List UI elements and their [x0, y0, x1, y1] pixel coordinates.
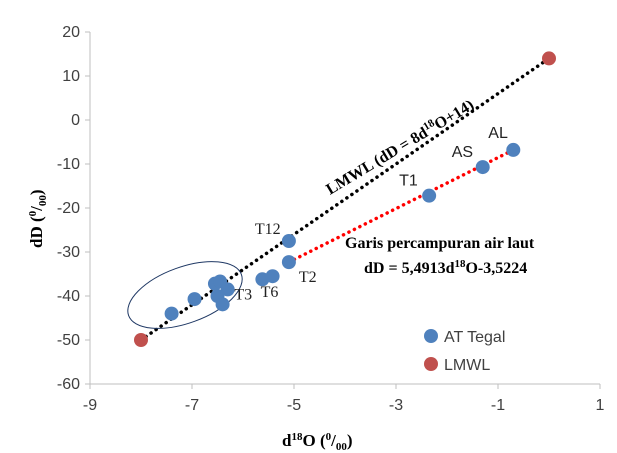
point-label: T3 — [234, 286, 252, 303]
xlabel-main: d — [282, 431, 292, 450]
point-label: AL — [488, 125, 508, 142]
y-tick-label: 0 — [71, 112, 80, 129]
point-label: AS — [452, 144, 473, 161]
axis-ticks: -60 -50 -40 -30 -20 -10 0 10 20 -9 -7 -5 -3 -1 1 — [57, 24, 605, 414]
y-tick-label: -30 — [57, 244, 80, 261]
data-point — [506, 142, 521, 157]
lmwl-eq-post: O+14) — [432, 97, 478, 134]
ylabel-slash: / — [27, 206, 46, 212]
xlabel-slash: / — [330, 431, 336, 450]
legend-label-lmwl: LMWL — [444, 357, 490, 374]
ylabel-unit-sub: 00 — [37, 195, 49, 207]
x-tick-label: -1 — [491, 397, 505, 414]
y-tick-label: -60 — [57, 376, 80, 393]
data-point — [475, 160, 490, 175]
x-tick-label: 1 — [596, 397, 605, 414]
mixing-eq-post: O-3,5224 — [465, 260, 527, 277]
data-point — [220, 282, 235, 297]
lmwl-line — [139, 56, 551, 342]
cluster-ellipse — [127, 261, 243, 329]
data-points — [134, 51, 556, 347]
ylabel-main: dD ( — [27, 216, 46, 248]
x-tick-label: -7 — [185, 397, 199, 414]
point-label: T6 — [261, 284, 279, 301]
mixing-line-title: Garis percampuran air laut — [345, 235, 535, 252]
y-tick-label: 20 — [62, 24, 80, 41]
legend-marker-lmwl — [424, 357, 438, 371]
y-tick-label: -20 — [57, 200, 80, 217]
data-point — [542, 51, 556, 66]
xlabel-tail: O ( — [302, 431, 325, 450]
x-tick-label: -5 — [287, 397, 301, 414]
xlabel-unit-sub: 00 — [336, 441, 348, 453]
data-point — [265, 269, 280, 284]
mixing-eq-sup: 18 — [454, 258, 466, 270]
data-point — [422, 188, 437, 203]
x-tick-label: -3 — [389, 397, 403, 414]
xlabel-sup: 18 — [291, 431, 303, 443]
ylabel-unit-sup: 0 — [27, 210, 39, 216]
ylabel-close: ) — [27, 189, 46, 195]
point-label: T2 — [299, 269, 317, 286]
data-point — [164, 306, 179, 321]
xlabel-close: ) — [347, 431, 353, 450]
x-tick-label: -9 — [83, 397, 97, 414]
point-label: T1 — [399, 173, 418, 190]
mixing-line-equation: dD = 5,4913d18O-3,5224 — [364, 258, 527, 277]
y-tick-label: 10 — [62, 68, 80, 85]
data-point — [215, 297, 230, 312]
x-axis-title: d18O (0/00) — [282, 431, 353, 453]
data-point — [281, 234, 296, 248]
legend-marker-at-tegal — [424, 329, 438, 343]
point-label: T12 — [255, 221, 281, 238]
legend-label-at-tegal: AT Tegal — [444, 329, 505, 346]
data-point — [134, 333, 148, 347]
y-tick-label: -50 — [57, 332, 80, 349]
y-axis-title: dD (0/00) — [27, 189, 49, 248]
y-tick-label: -10 — [57, 156, 80, 173]
trend-lines — [139, 56, 551, 342]
mixing-eq-pre: dD = 5,4913d — [364, 260, 455, 277]
point-labels: T3 T6 T2 T12 T1 AS AL — [234, 125, 508, 303]
data-point — [281, 255, 296, 270]
data-point — [187, 292, 202, 307]
xlabel-unit-sup: 0 — [326, 431, 332, 443]
y-tick-label: -40 — [57, 288, 80, 305]
legend: AT Tegal LMWL — [424, 329, 505, 374]
